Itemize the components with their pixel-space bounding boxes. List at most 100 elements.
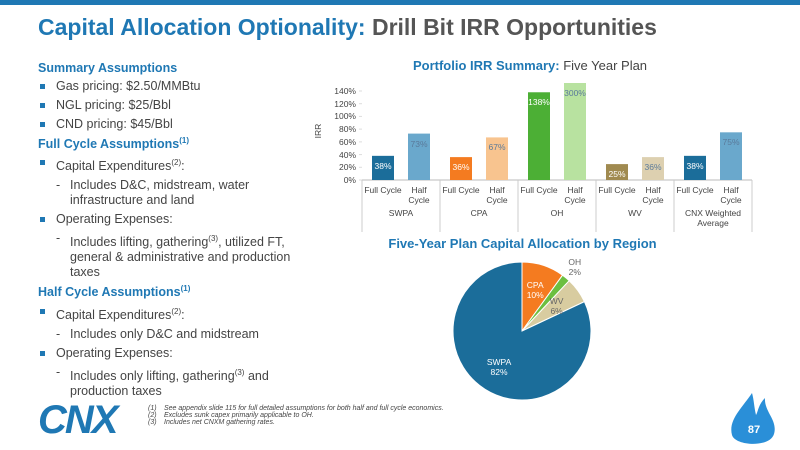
text: Includes only D&C and midstream: [70, 326, 259, 341]
y-tick-label: 40%: [338, 149, 356, 160]
text: NGL pricing: $25/Bbl: [56, 98, 171, 112]
pie-category: SWPA: [486, 357, 512, 368]
bar: [372, 155, 394, 180]
footnote-text: Excludes sunk capex primarily applicable…: [164, 412, 314, 419]
bullet: CND pricing: $45/Bbl: [38, 117, 303, 132]
footnote: (2) Excludes sunk capex primarily applica…: [148, 412, 568, 419]
data-label: 73%: [410, 138, 428, 149]
footnotes: (1) See appendix slide 115 for full detai…: [148, 405, 568, 426]
flame: [731, 393, 775, 444]
bar: [642, 157, 664, 180]
y-tick-label: 0%: [343, 175, 356, 185]
title-bold: Portfolio IRR Summary:: [412, 58, 560, 73]
x-tick-label: Half Cycle: [486, 185, 508, 205]
logo: CNX: [38, 398, 118, 442]
data-label: 38%: [686, 160, 704, 171]
text: :: [181, 307, 185, 322]
footnote-num: (2): [148, 412, 157, 419]
heading-text: Full Cycle Assumptions: [38, 137, 180, 152]
category-label: CPA: [470, 208, 488, 218]
title-bold: Capital Allocation Optionality:: [38, 14, 366, 40]
bar: [450, 157, 472, 180]
text: CND pricing: $45/Bbl: [56, 117, 173, 131]
text: Capital Expenditures: [56, 159, 172, 174]
text: and production taxes: [70, 368, 269, 398]
superscript: (3): [208, 234, 219, 244]
y-tick-label: 100%: [334, 111, 356, 122]
category-label: CNX Weighted Average: [684, 208, 742, 228]
footnote: (3) Includes net CNXM gathering rates.: [148, 419, 568, 426]
superscript: (1): [180, 284, 191, 294]
x-tick-label: Half Cycle: [408, 185, 430, 205]
footnote: (1) See appendix slide 115 for full detai…: [148, 405, 568, 412]
bar: [606, 164, 628, 180]
chart-title: Portfolio IRR Summary: Five Year Plan: [330, 58, 730, 73]
chart-title: Five-Year Plan Capital Allocation by Reg…: [388, 236, 657, 251]
sub-bullet: Includes only D&C and midstream: [38, 327, 303, 342]
data-label: 36%: [644, 162, 662, 173]
assumptions: Summary Assumptions Gas pricing: $2.50/MM…: [38, 58, 303, 403]
text: Includes lifting, gathering: [70, 235, 209, 250]
pie-label: SWPA 82%: [479, 357, 519, 377]
bullet: NGL pricing: $25/Bbl: [38, 98, 303, 113]
y-tick-label: 60%: [338, 136, 356, 147]
sub-bullet: Includes D&C, midstream, water infrastru…: [38, 178, 303, 208]
category-label: OH: [550, 208, 564, 218]
pie-value: 10%: [526, 290, 544, 301]
top-bar: [0, 0, 800, 5]
y-axis-label: IRR: [313, 123, 323, 139]
bar: [528, 92, 550, 180]
footnote-num: (3): [148, 419, 157, 426]
category-label: SWPA: [388, 208, 414, 218]
x-tick-label: Full Cycle: [598, 185, 636, 195]
data-label: 25%: [608, 169, 626, 180]
y-tick-label: 140%: [334, 86, 356, 96]
title-rest: Drill Bit IRR Opportunities: [371, 14, 657, 40]
data-label: 67%: [488, 142, 506, 153]
pie-value: 6%: [550, 305, 563, 316]
text: :: [181, 159, 185, 174]
text: Gas pricing: $2.50/MMBtu: [56, 79, 201, 93]
sub-bullet: Includes lifting, gathering(3), utilized…: [38, 231, 303, 280]
pie-label: WV 6%: [537, 296, 577, 316]
x-tick-label: Full Cycle: [364, 185, 402, 195]
text: , utilized FT, general & administrative …: [70, 235, 291, 280]
data-label: 300%: [564, 88, 586, 98]
page-number: 87: [747, 424, 761, 436]
pie-value: 82%: [490, 367, 508, 378]
superscript: (1): [179, 136, 190, 145]
superscript: (3): [234, 367, 245, 377]
y-tick-label: 120%: [334, 98, 356, 109]
y-tick-label: 80%: [338, 124, 356, 135]
slide-title: Capital Allocation Optionality: Drill Bi…: [38, 14, 657, 41]
pie-category: OH: [568, 257, 582, 268]
superscript: (2): [171, 306, 182, 316]
x-tick-label: Full Cycle: [520, 185, 558, 195]
pie-slice: [452, 261, 592, 401]
title-rest: Five Year Plan: [563, 58, 648, 73]
footnote-num: (1): [148, 405, 157, 412]
data-label: 38%: [374, 160, 392, 171]
x-tick-label: Half Cycle: [564, 185, 586, 205]
pie-label: OH 2%: [555, 257, 595, 277]
pie-label: CPA 10%: [515, 280, 555, 300]
x-tick-label: Full Cycle: [676, 185, 714, 195]
x-tick-label: Half Cycle: [642, 185, 664, 205]
bar: [564, 83, 586, 180]
footnote-text: Includes net CNXM gathering rates.: [164, 419, 275, 426]
x-tick-label: Full Cycle: [442, 185, 480, 195]
heading-text: Summary Assumptions: [38, 61, 178, 75]
bar: [720, 132, 742, 180]
category-label: WV: [628, 208, 642, 218]
bullet: Gas pricing: $2.50/MMBtu: [38, 79, 303, 94]
footnote-text: See appendix slide 115 for full detailed…: [164, 405, 444, 412]
pie-value: 2%: [568, 267, 581, 278]
text: Includes D&C, midstream, water infrastru…: [70, 178, 250, 208]
bar: [408, 133, 430, 180]
bullet: Operating Expenses:: [38, 212, 303, 227]
x-tick-label: Half Cycle: [720, 185, 742, 205]
sub-bullet: Includes only lifting, gathering(3) and …: [38, 365, 303, 399]
text: Operating Expenses:: [56, 212, 173, 227]
